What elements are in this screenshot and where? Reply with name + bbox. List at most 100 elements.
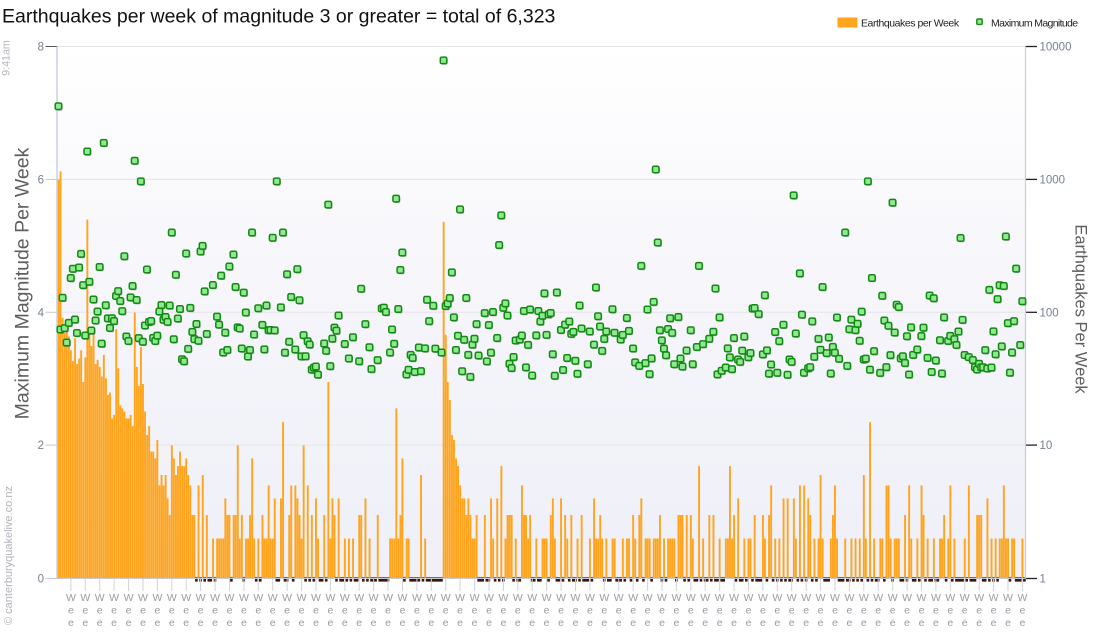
svg-text:W: W (585, 592, 595, 604)
svg-text:e: e (472, 617, 478, 629)
svg-text:e: e (82, 617, 88, 629)
svg-text:e: e (832, 617, 838, 629)
svg-text:W: W (412, 592, 422, 604)
svg-text:e: e (1019, 605, 1025, 617)
svg-text:e: e (904, 605, 910, 617)
svg-text:W: W (340, 592, 350, 604)
svg-text:W: W (325, 592, 335, 604)
svg-text:W: W (729, 592, 739, 604)
svg-text:e: e (299, 605, 305, 617)
svg-text:2: 2 (38, 440, 44, 452)
svg-text:e: e (356, 605, 362, 617)
svg-text:W: W (945, 592, 955, 604)
svg-text:W: W (152, 592, 162, 604)
svg-text:4: 4 (38, 307, 45, 319)
svg-text:W: W (513, 592, 523, 604)
svg-text:e: e (82, 605, 88, 617)
svg-text:e: e (414, 617, 420, 629)
svg-text:e: e (544, 605, 550, 617)
svg-text:e: e (299, 617, 305, 629)
svg-text:W: W (801, 592, 811, 604)
svg-text:e: e (284, 617, 290, 629)
svg-text:e: e (774, 617, 780, 629)
svg-text:W: W (66, 592, 76, 604)
svg-text:e: e (327, 605, 333, 617)
svg-text:W: W (470, 592, 480, 604)
svg-text:e: e (342, 605, 348, 617)
svg-text:e: e (1019, 617, 1025, 629)
svg-text:e: e (616, 605, 622, 617)
svg-text:e: e (111, 617, 117, 629)
svg-text:e: e (97, 617, 103, 629)
svg-text:W: W (556, 592, 566, 604)
svg-text:e: e (645, 605, 651, 617)
svg-text:e: e (313, 605, 319, 617)
svg-text:1000: 1000 (1040, 174, 1066, 186)
svg-text:e: e (428, 617, 434, 629)
svg-text:e: e (673, 605, 679, 617)
svg-text:W: W (109, 592, 119, 604)
svg-text:e: e (587, 605, 593, 617)
svg-text:Earthquakes per Week: Earthquakes per Week (861, 18, 960, 30)
svg-text:e: e (486, 617, 492, 629)
svg-text:e: e (169, 617, 175, 629)
svg-text:8: 8 (38, 42, 44, 54)
svg-text:W: W (599, 592, 609, 604)
svg-text:e: e (68, 605, 74, 617)
svg-text:e: e (255, 605, 261, 617)
svg-text:9:41am: 9:41am (1, 40, 13, 76)
svg-text:W: W (527, 592, 537, 604)
svg-text:e: e (659, 617, 665, 629)
svg-text:Earthquakes per week of magnit: Earthquakes per week of magnitude 3 or g… (2, 6, 555, 28)
svg-text:e: e (515, 617, 521, 629)
svg-text:e: e (933, 605, 939, 617)
svg-text:W: W (571, 592, 581, 604)
svg-text:W: W (758, 592, 768, 604)
svg-text:Maximum Magnitude Per Week: Maximum Magnitude Per Week (12, 147, 34, 419)
svg-text:e: e (212, 605, 218, 617)
svg-text:W: W (628, 592, 638, 604)
svg-text:e: e (630, 617, 636, 629)
svg-text:e: e (875, 617, 881, 629)
svg-text:W: W (931, 592, 941, 604)
svg-text:W: W (253, 592, 263, 604)
svg-text:e: e (861, 617, 867, 629)
svg-text:W: W (1017, 592, 1027, 604)
svg-text:e: e (962, 617, 968, 629)
svg-text:e: e (1005, 617, 1011, 629)
svg-text:e: e (241, 617, 247, 629)
svg-text:e: e (500, 617, 506, 629)
svg-text:1: 1 (1040, 574, 1046, 586)
svg-text:W: W (989, 592, 999, 604)
svg-text:W: W (297, 592, 307, 604)
svg-text:e: e (140, 617, 146, 629)
svg-text:e: e (919, 605, 925, 617)
svg-text:W: W (715, 592, 725, 604)
svg-text:e: e (673, 617, 679, 629)
svg-text:e: e (140, 605, 146, 617)
svg-text:W: W (671, 592, 681, 604)
svg-text:W: W (960, 592, 970, 604)
svg-text:e: e (183, 617, 189, 629)
svg-text:e: e (991, 605, 997, 617)
svg-text:W: W (455, 592, 465, 604)
svg-text:W: W (268, 592, 278, 604)
svg-text:e: e (846, 617, 852, 629)
svg-text:e: e (414, 605, 420, 617)
svg-text:e: e (601, 605, 607, 617)
svg-text:e: e (529, 617, 535, 629)
svg-text:W: W (830, 592, 840, 604)
svg-text:e: e (270, 605, 276, 617)
svg-text:e: e (832, 605, 838, 617)
svg-text:W: W (1003, 592, 1013, 604)
svg-text:e: e (385, 605, 391, 617)
svg-text:0: 0 (38, 574, 44, 586)
svg-text:e: e (976, 605, 982, 617)
svg-text:e: e (875, 605, 881, 617)
svg-text:e: e (198, 605, 204, 617)
svg-text:W: W (772, 592, 782, 604)
svg-text:e: e (515, 605, 521, 617)
svg-text:e: e (558, 605, 564, 617)
svg-text:W: W (700, 592, 710, 604)
svg-text:e: e (227, 617, 233, 629)
